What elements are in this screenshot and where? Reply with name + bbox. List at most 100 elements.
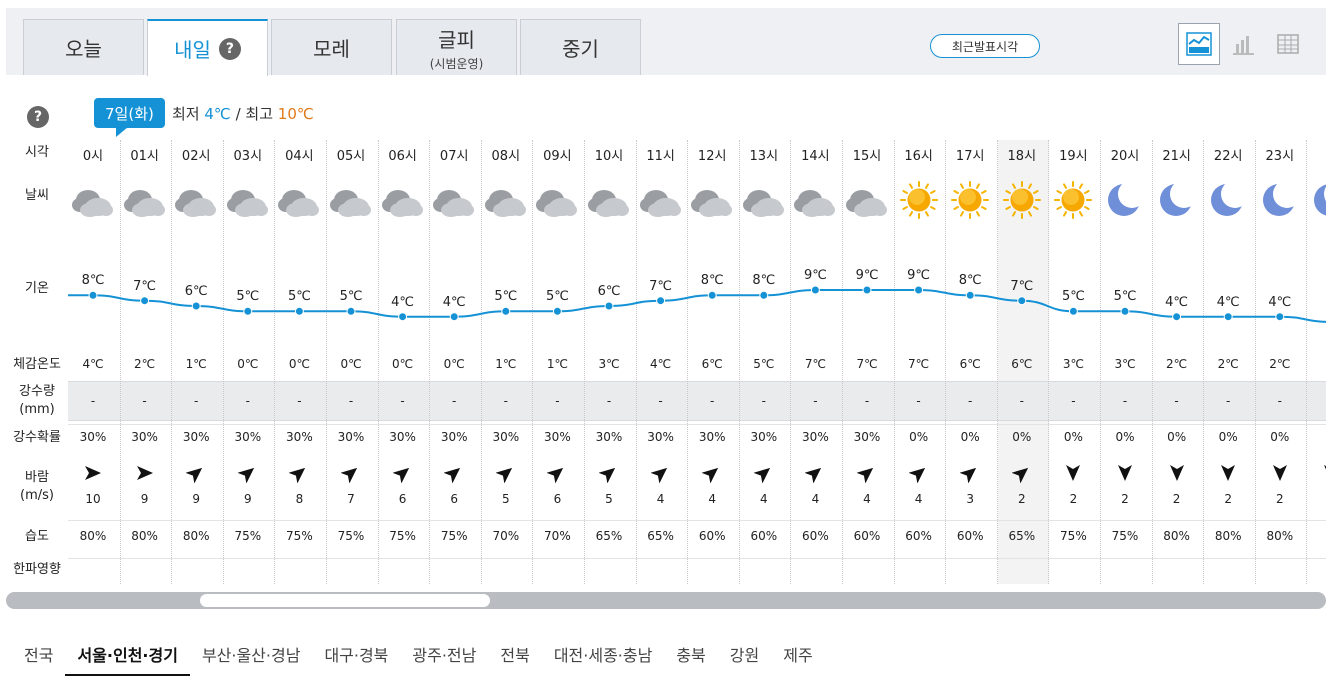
- rainfall-value: -: [606, 394, 612, 408]
- rainfall-value: -: [348, 394, 354, 408]
- wind-direction-icon: [1011, 467, 1028, 483]
- rain-probability-value: 30%: [595, 430, 623, 444]
- sun-icon: [899, 181, 938, 219]
- wind-direction-icon: [444, 467, 461, 483]
- temperature-chart: [68, 285, 1326, 323]
- help-icon[interactable]: ?: [27, 106, 49, 128]
- region-tab[interactable]: 제주: [783, 646, 813, 665]
- wind-direction-icon: [392, 467, 409, 483]
- feels-like-value: 2℃: [1217, 357, 1239, 371]
- cloudy-icon: [846, 190, 887, 217]
- temperature-point: [914, 285, 924, 295]
- feels-like-value: 0℃: [392, 357, 414, 371]
- hour-label: 09시: [543, 149, 572, 164]
- temperature-label: 4℃: [442, 294, 466, 310]
- feels-like-value: 2℃: [1269, 357, 1291, 371]
- temperature-point: [604, 301, 614, 311]
- wind-direction-icon: [857, 467, 874, 483]
- rainfall-value: -: [1174, 394, 1179, 408]
- wind-direction-icon: [1221, 465, 1236, 481]
- separator: /: [235, 105, 241, 123]
- tab-midterm[interactable]: 중기: [520, 19, 641, 75]
- humidity-value: 80%: [182, 529, 210, 543]
- moon-icon: [1108, 180, 1146, 216]
- weather-cell: [944, 178, 996, 222]
- humidity-value: 80%: [1214, 529, 1242, 543]
- tab-tomorrow[interactable]: 내일 ?: [147, 19, 268, 76]
- region-tab[interactable]: 전북: [500, 646, 530, 665]
- temperature-label: 7℃: [1010, 278, 1034, 294]
- min-max-temperature: 최저 4℃ / 최고 10℃: [172, 103, 314, 124]
- feels-like-value: 6℃: [1011, 357, 1033, 371]
- wind-direction-icon: [650, 467, 667, 483]
- temperature-point: [1172, 312, 1182, 322]
- day-tab-bar: 오늘 내일 ? 모레 글피 (시범운영) 중기 최근발표시각: [6, 8, 1326, 76]
- column-divider: [480, 140, 482, 584]
- scrollbar-thumb[interactable]: [200, 594, 490, 607]
- temperature-point: [707, 290, 717, 300]
- region-tab[interactable]: 부산·울산·경남: [201, 646, 301, 665]
- region-tab[interactable]: 충북: [676, 646, 706, 665]
- weather-cell: [996, 178, 1048, 222]
- temperature-point: [862, 285, 872, 295]
- region-tab[interactable]: 대전·세종·충남: [553, 646, 653, 665]
- rain-probability-value: 30%: [853, 430, 881, 444]
- help-icon[interactable]: ?: [218, 37, 241, 60]
- recent-release-button[interactable]: 최근발표시각: [930, 34, 1040, 58]
- weather-cell: [325, 178, 377, 222]
- hour-label: 08시: [491, 149, 521, 164]
- weather-cell: [68, 178, 119, 222]
- region-tab[interactable]: 강원: [729, 646, 760, 665]
- rain-probability-value: 0%: [1063, 430, 1083, 444]
- rain-probability-value: 0%: [909, 430, 929, 444]
- region-tab[interactable]: 전국: [24, 646, 54, 665]
- rain-probability-value: 30%: [492, 430, 520, 444]
- bar-chart-view-button[interactable]: [1222, 23, 1264, 65]
- temperature-label: 8℃: [700, 273, 724, 289]
- weather-cell: [119, 178, 171, 222]
- column-divider: [429, 140, 431, 584]
- hour-label: 19시: [1059, 149, 1088, 164]
- wind-direction-icon: [85, 466, 101, 480]
- wind-speed-value: 2: [1069, 492, 1078, 506]
- hour-label: 21시: [1162, 149, 1191, 164]
- rain-probability-value: 30%: [337, 430, 365, 444]
- tab-label: 글피: [438, 27, 475, 52]
- current-hour-highlight: [998, 140, 1049, 584]
- humidity-value: 60%: [956, 529, 984, 543]
- weather-cell: [222, 178, 274, 222]
- moon-icon: [1314, 184, 1326, 216]
- tab-day-after[interactable]: 모레: [271, 19, 392, 75]
- region-tab[interactable]: 대구·경북: [324, 646, 389, 665]
- tab-three-days[interactable]: 글피 (시범운영): [396, 19, 517, 75]
- wind-speed-value: 4: [656, 492, 665, 506]
- table-view-button[interactable]: [1267, 23, 1309, 65]
- line-chart-view-button[interactable]: [1178, 23, 1220, 65]
- tab-today[interactable]: 오늘: [23, 19, 144, 75]
- column-divider: [635, 140, 637, 584]
- wind-speed-value: 5: [501, 492, 510, 506]
- weather-cell: [428, 178, 480, 222]
- hour-label: 18시: [1007, 149, 1037, 164]
- region-tab[interactable]: 광주·전남: [412, 646, 477, 665]
- rainfall-value: -: [1226, 394, 1231, 408]
- column-divider: [119, 140, 121, 584]
- tab-label: 모레: [313, 37, 350, 61]
- label-wind-unit: (m/s): [20, 488, 54, 503]
- region-tab[interactable]: 서울·인천·경기: [65, 636, 190, 676]
- wind-direction-icon: [341, 467, 358, 483]
- humidity-value: 75%: [1111, 529, 1139, 543]
- wind-speed-value: 4: [914, 492, 923, 506]
- weather-cell: [789, 178, 841, 222]
- hour-label: 07시: [439, 149, 469, 164]
- temperature-point: [810, 285, 820, 295]
- temperature-point: [294, 306, 304, 316]
- rainfall-value: -: [194, 394, 199, 408]
- column-divider: [1254, 140, 1256, 584]
- horizontal-scrollbar[interactable]: [6, 592, 1326, 609]
- wind-speed-value: 2: [1224, 492, 1232, 506]
- moon-icon: [1159, 180, 1198, 216]
- wind-direction-icon: [1066, 465, 1081, 481]
- cloudy-icon: [72, 190, 113, 217]
- rainfall-value: -: [1305, 394, 1326, 408]
